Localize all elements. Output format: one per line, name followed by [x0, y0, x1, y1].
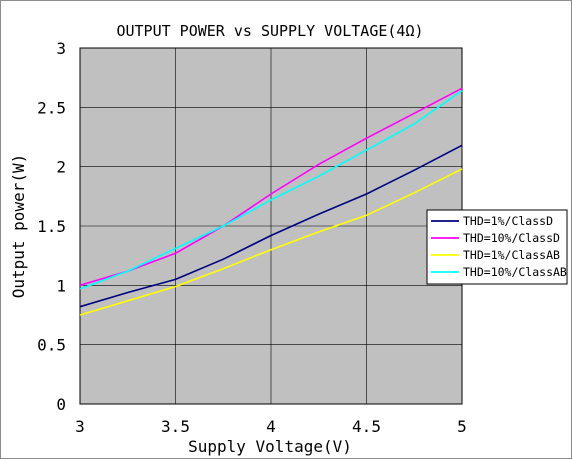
legend-label: THD=1%/ClassAB — [463, 248, 560, 262]
x-tick-label: 3.5 — [161, 417, 190, 436]
y-tick-label: 2 — [56, 158, 66, 177]
legend-label: THD=10%/ClassD — [463, 231, 560, 245]
legend-label: THD=10%/ClassAB — [463, 265, 567, 279]
legend: THD=1%/ClassD THD=10%/ClassD THD=1%/ClassA… — [426, 209, 568, 285]
y-tick-label: 1.5 — [37, 217, 66, 236]
y-tick-label: 3 — [56, 39, 66, 58]
series-line-3 — [79, 168, 463, 316]
series-line-2 — [79, 87, 463, 287]
y-tick-label: 1 — [56, 276, 66, 295]
series-group — [79, 87, 463, 316]
x-tick-labels: 3 3.5 4 4.5 5 — [75, 417, 467, 436]
chart-title: OUTPUT POWER vs SUPPLY VOLTAGE(4Ω) — [116, 22, 423, 40]
y-axis-label: Output power(W) — [9, 154, 28, 299]
legend-label: THD=1%/ClassD — [463, 214, 553, 228]
x-axis-label: Supply Voltage(V) — [188, 437, 352, 456]
y-tick-label: 0 — [56, 395, 66, 414]
grid-lines — [79, 47, 463, 405]
series-line-1 — [79, 144, 463, 308]
x-tick-label: 5 — [457, 417, 467, 436]
x-tick-label: 4 — [266, 417, 276, 436]
y-tick-labels: 0 0.5 1 1.5 2 2.5 3 — [37, 39, 66, 414]
series-line-4 — [79, 90, 463, 290]
y-tick-label: 2.5 — [37, 98, 66, 117]
x-tick-label: 3 — [75, 417, 85, 436]
y-tick-label: 0.5 — [37, 336, 66, 355]
x-tick-label: 4.5 — [352, 417, 381, 436]
